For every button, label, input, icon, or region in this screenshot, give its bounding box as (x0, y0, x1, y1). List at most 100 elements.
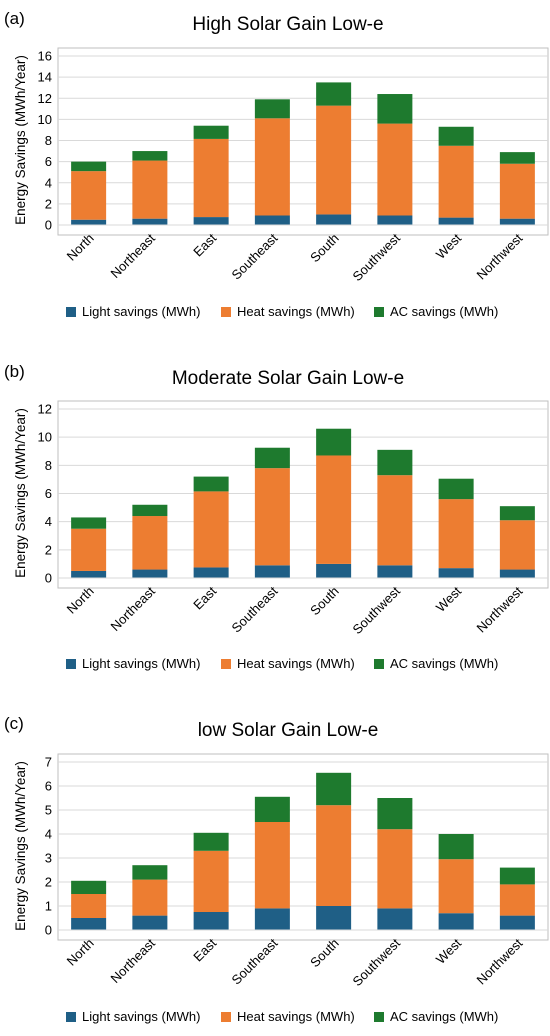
legend-label: Light savings (MWh) (82, 1009, 200, 1024)
y-axis-label: Energy Savings (MWh/Year) (13, 761, 28, 931)
chart-title: low Solar Gain Low-e (198, 720, 379, 741)
y-tick-label: 2 (45, 875, 52, 890)
bar-ac-southwest (377, 798, 413, 830)
category-label: South (307, 584, 342, 619)
y-tick-label: 2 (45, 196, 52, 211)
plot-frame (57, 753, 549, 941)
bar-light-east (193, 912, 229, 930)
bar-ac-east (193, 125, 229, 139)
y-tick-label: 7 (45, 755, 52, 770)
category-label: Northeast (108, 583, 159, 634)
bar-light-northwest (499, 218, 535, 225)
plot-frame (57, 47, 549, 236)
bar-heat-northwest (499, 163, 535, 219)
bar-light-south (316, 563, 352, 578)
bar-ac-southwest (377, 449, 413, 476)
bar-light-southwest (377, 908, 413, 930)
legend-swatch-ac (374, 307, 384, 317)
bar-light-southeast (254, 908, 290, 930)
legend-swatch-heat (221, 307, 231, 317)
bar-light-east (193, 567, 229, 578)
chart-title: Moderate Solar Gain Low-e (172, 368, 404, 389)
bar-light-southwest (377, 215, 413, 225)
bar-ac-north (71, 880, 107, 894)
legend-swatch-light (66, 307, 76, 317)
plot-frame (57, 400, 549, 589)
y-tick-label: 4 (45, 175, 52, 190)
legend-label: AC savings (MWh) (390, 304, 498, 319)
bar-heat-southeast (254, 468, 290, 566)
bar-ac-northeast (132, 865, 168, 880)
bar-ac-east (193, 476, 229, 492)
category-label: South (307, 231, 342, 266)
bar-light-northeast (132, 915, 168, 930)
bar-light-north (71, 219, 107, 225)
y-tick-label: 10 (38, 112, 52, 127)
bar-light-south (316, 906, 352, 930)
category-label: Southwest (349, 935, 403, 989)
y-tick-label: 6 (45, 486, 52, 501)
y-tick-label: 4 (45, 514, 52, 529)
bar-heat-southeast (254, 822, 290, 909)
bar-heat-south (316, 105, 352, 215)
bar-heat-southwest (377, 475, 413, 566)
bar-heat-west (438, 859, 474, 914)
bar-ac-northwest (499, 867, 535, 885)
y-tick-label: 6 (45, 779, 52, 794)
y-tick-label: 0 (45, 571, 52, 586)
bar-heat-northeast (132, 879, 168, 916)
bar-heat-north (71, 894, 107, 918)
legend-swatch-heat (221, 659, 231, 669)
legend-swatch-light (66, 659, 76, 669)
bar-heat-southeast (254, 118, 290, 216)
bar-heat-south (316, 455, 352, 564)
category-label: Southeast (228, 230, 280, 282)
bar-ac-north (71, 161, 107, 172)
y-tick-label: 16 (38, 49, 52, 64)
bar-heat-southwest (377, 829, 413, 909)
y-axis-label: Energy Savings (MWh/Year) (13, 408, 28, 578)
bar-heat-west (438, 145, 474, 218)
bar-heat-east (193, 850, 229, 912)
bar-light-northeast (132, 218, 168, 225)
bar-ac-north (71, 517, 107, 529)
legend-label: AC savings (MWh) (390, 656, 498, 671)
bar-ac-northeast (132, 504, 168, 517)
y-tick-label: 3 (45, 851, 52, 866)
bar-ac-southeast (254, 796, 290, 822)
bar-light-northwest (499, 915, 535, 930)
bar-heat-northeast (132, 516, 168, 570)
bar-ac-northwest (499, 152, 535, 164)
bar-light-northeast (132, 569, 168, 578)
bar-ac-northwest (499, 506, 535, 521)
y-tick-label: 14 (38, 70, 52, 85)
bar-ac-south (316, 82, 352, 106)
bar-ac-southwest (377, 94, 413, 124)
category-label: Northeast (108, 935, 159, 986)
bar-heat-northwest (499, 520, 535, 570)
y-tick-label: 1 (45, 899, 52, 914)
bar-ac-west (438, 478, 474, 500)
bar-heat-northwest (499, 884, 535, 916)
bar-heat-north (71, 171, 107, 220)
panel-label: (a) (4, 9, 25, 28)
category-label: Southwest (349, 230, 403, 284)
legend-label: Heat savings (MWh) (237, 304, 355, 319)
bar-heat-east (193, 138, 229, 218)
bar-ac-east (193, 832, 229, 851)
bar-light-north (71, 570, 107, 578)
category-label: Southeast (228, 935, 280, 987)
category-label: Southwest (349, 583, 403, 637)
y-tick-label: 8 (45, 458, 52, 473)
y-tick-label: 12 (38, 402, 52, 417)
y-tick-label: 6 (45, 154, 52, 169)
category-label: Northwest (474, 583, 526, 635)
legend-swatch-ac (374, 659, 384, 669)
bar-heat-south (316, 805, 352, 906)
y-axis-label: Energy Savings (MWh/Year) (13, 55, 28, 225)
y-tick-label: 0 (45, 923, 52, 938)
bar-ac-south (316, 428, 352, 456)
y-tick-label: 2 (45, 542, 52, 557)
category-label: South (307, 936, 342, 971)
bar-light-southeast (254, 565, 290, 578)
